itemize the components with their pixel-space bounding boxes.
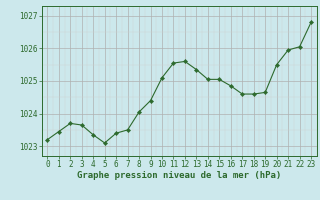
X-axis label: Graphe pression niveau de la mer (hPa): Graphe pression niveau de la mer (hPa) (77, 171, 281, 180)
